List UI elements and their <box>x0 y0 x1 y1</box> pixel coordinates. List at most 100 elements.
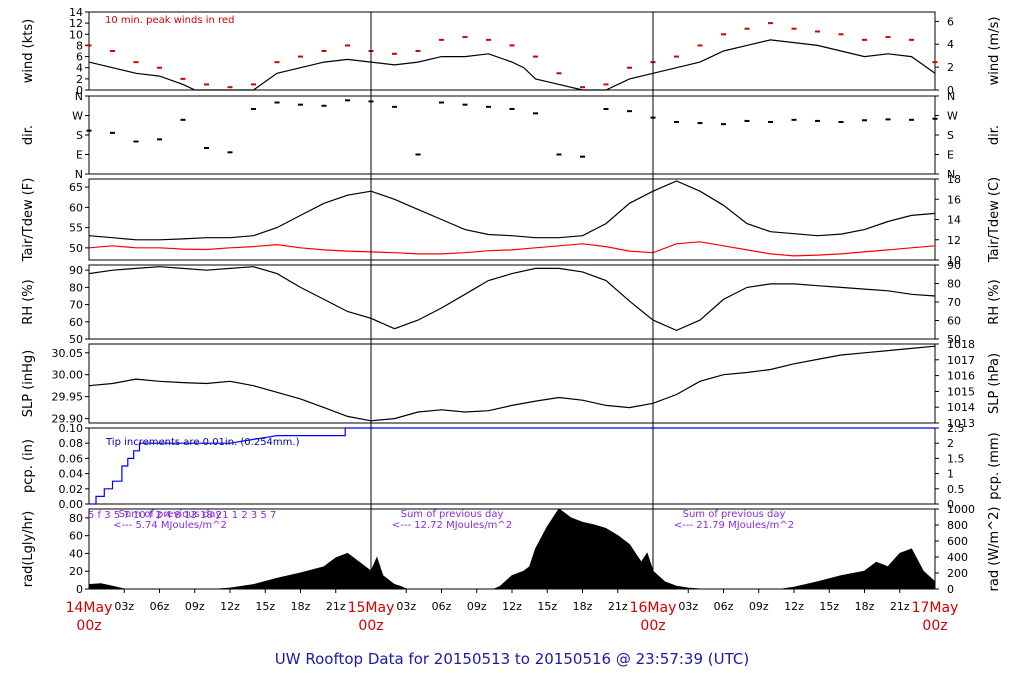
y-axis-label-right: RH (%) <box>987 279 1002 324</box>
wind-dir-mark <box>932 117 938 120</box>
peak-wind-mark <box>486 38 491 41</box>
y-tick-label-right: 0.5 <box>947 483 965 496</box>
y-tick-label: 0.08 <box>59 437 84 450</box>
radiation-sum-value: <--- 5.74 MJoules/m^2 <box>113 520 227 531</box>
y-tick-label-right: 0 <box>947 498 954 511</box>
y-tick-label-right: 6 <box>947 15 954 28</box>
y-tick-label: 55 <box>69 222 83 235</box>
panel-frame <box>88 343 936 424</box>
y-tick-label-right: 12 <box>947 234 961 247</box>
wind-dir-mark <box>674 121 679 123</box>
wind-dir-mark <box>697 122 703 125</box>
x-tick-label: 12z <box>502 600 522 613</box>
wind-dir-mark <box>533 112 538 115</box>
y-tick-label: 90 <box>69 264 83 277</box>
y-tick-label: 30.05 <box>52 347 84 360</box>
wind-dir-mark <box>180 118 186 121</box>
wind-dir-mark <box>744 119 750 122</box>
y-tick-label: 0 <box>76 84 83 97</box>
wind-dir-mark <box>556 153 562 156</box>
y-tick-label: 70 <box>69 299 83 312</box>
wind-dir-mark <box>321 104 327 107</box>
peak-wind-mark <box>885 36 891 39</box>
peak-wind-mark <box>744 27 750 30</box>
y-tick-label-right: 1000 <box>947 503 975 516</box>
panel-frame <box>88 178 936 261</box>
footer-title: UW Rooftop Data for 20150513 to 20150516… <box>274 650 750 668</box>
y-tick-label: 8 <box>76 39 83 52</box>
wind-dir-mark <box>603 108 609 110</box>
y-tick-label-right: 16 <box>947 193 961 206</box>
slp-line <box>88 345 936 422</box>
y-tick-label-right: S <box>947 129 954 142</box>
peak-wind-mark <box>838 33 844 36</box>
x-tick-label: 15z <box>537 600 557 613</box>
day-time-label: 00z <box>922 618 947 634</box>
y-tick-label: E <box>76 149 83 162</box>
peak-wind-mark <box>439 38 444 41</box>
x-tick-label: 03z <box>114 600 134 613</box>
y-tick-label: 50 <box>69 333 83 346</box>
x-tick-label: 06z <box>714 600 734 613</box>
day-label: 15May <box>348 600 395 616</box>
wind-dir-mark <box>392 105 397 108</box>
y-tick-label: 40 <box>69 547 83 560</box>
tdew-line <box>88 241 936 257</box>
peak-wind-mark <box>274 61 280 64</box>
x-tick-label: 21z <box>608 600 628 613</box>
y-tick-label-right: 1013 <box>947 417 975 430</box>
y-tick-label: 30.00 <box>52 369 84 382</box>
peak-wind-mark <box>251 83 256 86</box>
rh-line <box>88 266 936 332</box>
radiation-sum-label: Sum of previous day <box>401 509 504 520</box>
y-tick-label-right: 1017 <box>947 354 975 367</box>
y-tick-label-right: 1.5 <box>947 452 965 465</box>
peak-wind-mark <box>415 50 421 52</box>
day-label: 16May <box>630 600 677 616</box>
wind-dir-mark <box>462 103 468 106</box>
y-tick-label: 0.00 <box>59 498 84 511</box>
peak-wind-mark <box>227 86 233 89</box>
y-tick-label-right: N <box>947 90 955 103</box>
y-tick-label-right: 70 <box>947 296 961 309</box>
y-tick-label-right: 90 <box>947 259 961 272</box>
y-tick-label-right: 1015 <box>947 385 975 398</box>
wind-dir-mark <box>86 129 92 132</box>
wind-dir-mark <box>415 153 421 156</box>
x-tick-label: 21z <box>890 600 910 613</box>
y-tick-label-right: 14 <box>947 214 961 227</box>
wind-dir-mark <box>157 138 162 141</box>
y-tick-label-right: 18 <box>947 173 961 186</box>
y-tick-label-right: 10 <box>947 254 961 267</box>
peak-wind-mark <box>509 44 515 47</box>
wind-dir-mark <box>885 118 891 121</box>
peak-wind-mark <box>157 66 162 69</box>
y-tick-label: 80 <box>69 281 83 294</box>
wind-dir-mark <box>204 147 209 149</box>
panel-frame <box>88 11 936 91</box>
peak-wind-mark <box>603 83 609 86</box>
wind-dir-mark <box>862 119 867 122</box>
peak-wind-mark <box>697 44 703 47</box>
y-tick-label: 20 <box>69 565 83 578</box>
pcp-line <box>89 427 935 505</box>
wind-dir-mark <box>768 121 773 123</box>
y-tick-label-right: 4 <box>947 38 954 51</box>
peak-wind-mark <box>321 50 327 52</box>
x-tick-label: 18z <box>855 600 875 613</box>
wind-line <box>88 39 936 91</box>
y-tick-label-right: 50 <box>947 333 961 346</box>
peak-wind-mark <box>180 77 186 80</box>
y-tick-label-right: 0 <box>947 583 954 596</box>
x-tick-label: 06z <box>432 600 452 613</box>
y-tick-label: 60 <box>69 530 83 543</box>
peak-wind-mark <box>862 38 867 41</box>
peak-wind-mark <box>86 44 92 47</box>
wind-dir-mark <box>274 101 280 104</box>
y-tick-label: 50 <box>69 242 83 255</box>
y-tick-label: 2 <box>76 73 83 86</box>
day-label: 14May <box>66 600 113 616</box>
x-tick-label: 09z <box>467 600 487 613</box>
